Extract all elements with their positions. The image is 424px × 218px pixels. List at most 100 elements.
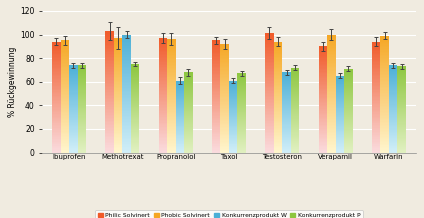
Bar: [335, 95, 344, 96]
Bar: [212, 78, 220, 80]
Bar: [52, 132, 61, 133]
Bar: [318, 150, 327, 151]
Bar: [327, 141, 335, 142]
Bar: [344, 93, 353, 94]
Bar: [212, 108, 220, 109]
Bar: [282, 93, 291, 94]
Bar: [78, 130, 86, 131]
Bar: [380, 96, 389, 97]
Bar: [69, 133, 78, 134]
Bar: [372, 62, 380, 64]
Bar: [237, 139, 246, 140]
Bar: [344, 134, 353, 135]
Bar: [78, 73, 86, 74]
Bar: [212, 118, 220, 119]
Bar: [159, 62, 167, 64]
Bar: [265, 35, 274, 36]
Bar: [318, 129, 327, 130]
Bar: [69, 97, 78, 98]
Bar: [61, 147, 69, 148]
Bar: [265, 85, 274, 87]
Bar: [265, 75, 274, 77]
Bar: [159, 115, 167, 117]
Bar: [220, 136, 229, 138]
Bar: [237, 112, 246, 113]
Bar: [52, 114, 61, 115]
Bar: [274, 80, 282, 82]
Bar: [105, 136, 114, 137]
Bar: [265, 133, 274, 135]
Bar: [229, 113, 237, 114]
Bar: [344, 138, 353, 139]
Bar: [291, 88, 299, 89]
Bar: [397, 109, 406, 111]
Bar: [344, 92, 353, 93]
Bar: [69, 73, 78, 74]
Bar: [61, 49, 69, 50]
Bar: [167, 75, 176, 76]
Bar: [372, 141, 380, 143]
Bar: [52, 42, 61, 43]
Bar: [131, 82, 139, 83]
Bar: [114, 98, 123, 100]
Bar: [291, 90, 299, 91]
Bar: [131, 125, 139, 126]
Bar: [282, 141, 291, 143]
Bar: [389, 126, 397, 128]
Bar: [69, 122, 78, 123]
Bar: [52, 57, 61, 58]
Bar: [327, 83, 335, 85]
Bar: [220, 55, 229, 56]
Bar: [372, 55, 380, 57]
Bar: [114, 49, 123, 51]
Bar: [105, 66, 114, 67]
Bar: [344, 128, 353, 129]
Bar: [212, 120, 220, 122]
Bar: [78, 98, 86, 99]
Bar: [282, 113, 291, 114]
Bar: [335, 150, 344, 151]
Bar: [184, 93, 193, 94]
Bar: [397, 148, 406, 149]
Bar: [52, 123, 61, 125]
Bar: [237, 116, 246, 117]
Bar: [184, 83, 193, 84]
Bar: [105, 67, 114, 69]
Bar: [105, 81, 114, 83]
Bar: [327, 60, 335, 61]
Bar: [167, 58, 176, 59]
Bar: [52, 85, 61, 86]
Bar: [78, 105, 86, 106]
Bar: [184, 79, 193, 80]
Bar: [212, 73, 220, 74]
Bar: [389, 104, 397, 105]
Bar: [123, 66, 131, 67]
Bar: [265, 108, 274, 109]
Bar: [372, 57, 380, 58]
Bar: [291, 83, 299, 85]
Bar: [69, 96, 78, 97]
Bar: [114, 74, 123, 75]
Bar: [372, 101, 380, 103]
Bar: [237, 143, 246, 144]
Bar: [291, 133, 299, 135]
Bar: [114, 44, 123, 45]
Bar: [184, 111, 193, 112]
Bar: [167, 41, 176, 42]
Bar: [397, 120, 406, 121]
Bar: [52, 62, 61, 64]
Bar: [282, 114, 291, 116]
Bar: [123, 76, 131, 77]
Bar: [344, 145, 353, 146]
Bar: [131, 123, 139, 124]
Bar: [105, 118, 114, 119]
Bar: [327, 45, 335, 46]
Bar: [114, 81, 123, 82]
Bar: [389, 146, 397, 147]
Bar: [167, 93, 176, 95]
Bar: [61, 77, 69, 78]
Bar: [237, 95, 246, 96]
Bar: [167, 127, 176, 128]
Bar: [159, 140, 167, 141]
Bar: [131, 122, 139, 123]
